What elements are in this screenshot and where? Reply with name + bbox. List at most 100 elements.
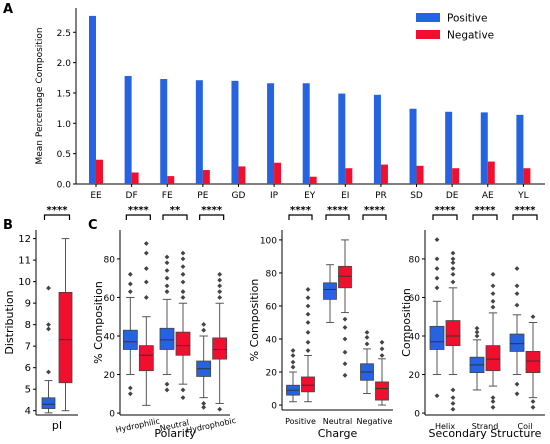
box-y-tick-label: 11 [18,256,31,267]
flier-negative [530,314,536,320]
significance-bracket [199,214,225,220]
flier-positive [46,369,51,375]
box-x-axis-label: Secondary Structure [429,427,542,440]
flier-negative [217,283,223,289]
box-x-tick-label: Coil [518,422,533,431]
flier-negative [342,372,348,378]
flier-negative [450,250,456,256]
significance-bracket [512,214,538,220]
box-negative [58,291,73,384]
box-y-tick-label: 0 [271,402,277,412]
a-bar-negative [274,162,282,184]
flier-negative [180,250,186,256]
flier-positive [201,327,207,333]
flier-positive [46,322,51,328]
a-x-tick-label: EI [341,191,349,201]
a-bar-negative [416,165,424,184]
flier-negative [342,361,348,367]
flier-negative [490,304,496,310]
a-legend-label: Negative [447,30,494,42]
flier-negative [450,271,456,277]
panel-label-c: C [88,218,98,233]
box-y-tick-label: 80 [266,269,278,279]
a-x-tick-label: EY [304,191,316,201]
flier-negative [180,256,186,262]
flier-negative [450,401,456,406]
a-legend-swatch [416,13,440,22]
a-x-tick-label: YL [517,191,529,201]
box-positive [509,333,525,352]
a-x-tick-label: DE [446,191,459,201]
flier-positive [46,326,51,332]
a-bar-positive [195,80,203,184]
box-positive [323,282,337,300]
a-x-tick-label: GD [232,191,246,201]
box-negative [525,351,541,374]
flier-negative [342,349,348,355]
a-x-tick-label: DF [126,191,138,201]
box-x-tick-label: pI [52,419,62,432]
panel-label-b: B [3,218,13,233]
flier-negative [490,283,496,289]
flier-positive [127,281,133,287]
a-y-tick-label: 1.0 [57,120,72,130]
flier-negative [180,279,186,285]
box-y-tick-label: 0 [109,410,115,420]
a-bar-negative [380,164,388,184]
significance-label: **** [515,205,537,216]
box-positive [122,329,138,350]
flier-negative [305,311,311,317]
a-legend-swatch [416,30,440,39]
box-y-tick-label: 40 [104,332,116,342]
box-x-tick-label: Hydrophobic [185,416,236,435]
significance-bracket [362,214,387,220]
box-negative [138,345,154,372]
box-y-tick-label: 12 [18,234,31,245]
flier-negative [450,406,456,412]
flier-negative [490,291,496,296]
flier-positive [127,391,133,397]
flier-negative [490,404,496,410]
flier-positive [514,291,520,296]
significance-label: ** [170,205,181,216]
flier-negative [450,256,456,262]
a-x-tick-label: AE [482,191,494,201]
flier-negative [305,348,311,353]
charts-layer: 0.0 0.5 1.0 1.5 2.0 2.5 Mean Percentage Compos… [3,8,545,440]
flier-positive [290,359,296,365]
flier-positive [290,348,296,353]
box-y-tick-label: 5 [25,385,31,396]
box-y-tick-label: 6 [25,363,31,374]
a-bar-positive [409,108,417,184]
flier-positive [164,268,170,273]
a-bar-negative [131,172,139,184]
box-x-axis-label: Charge [318,427,358,440]
flier-negative [379,346,385,352]
significance-label: **** [201,205,223,216]
box-positive [41,397,56,409]
flier-positive [164,387,170,393]
flier-positive [364,334,370,340]
box-positive [429,325,445,350]
a-y-axis-label: Mean Percentage Composition [35,27,45,164]
flier-positive [201,322,207,327]
significance-label: **** [364,205,386,216]
flier-negative [217,295,223,300]
box-y-tick-label: 20 [409,371,421,381]
box-x-tick-label: Helix [435,422,455,431]
flier-negative [305,295,311,301]
flier-positive [514,391,520,397]
flier-negative [490,399,496,404]
flier-negative [180,295,186,300]
a-bar-negative [202,170,210,184]
flier-positive [164,275,170,281]
flier-positive [514,381,520,387]
a-bar-positive [267,83,275,184]
box-y-axis-label: Distribution [3,290,16,354]
significance-label: **** [128,205,150,216]
a-bar-positive [373,94,381,184]
a-bar-negative [452,168,460,184]
flier-positive [290,353,296,358]
a-bar-negative [523,168,531,184]
